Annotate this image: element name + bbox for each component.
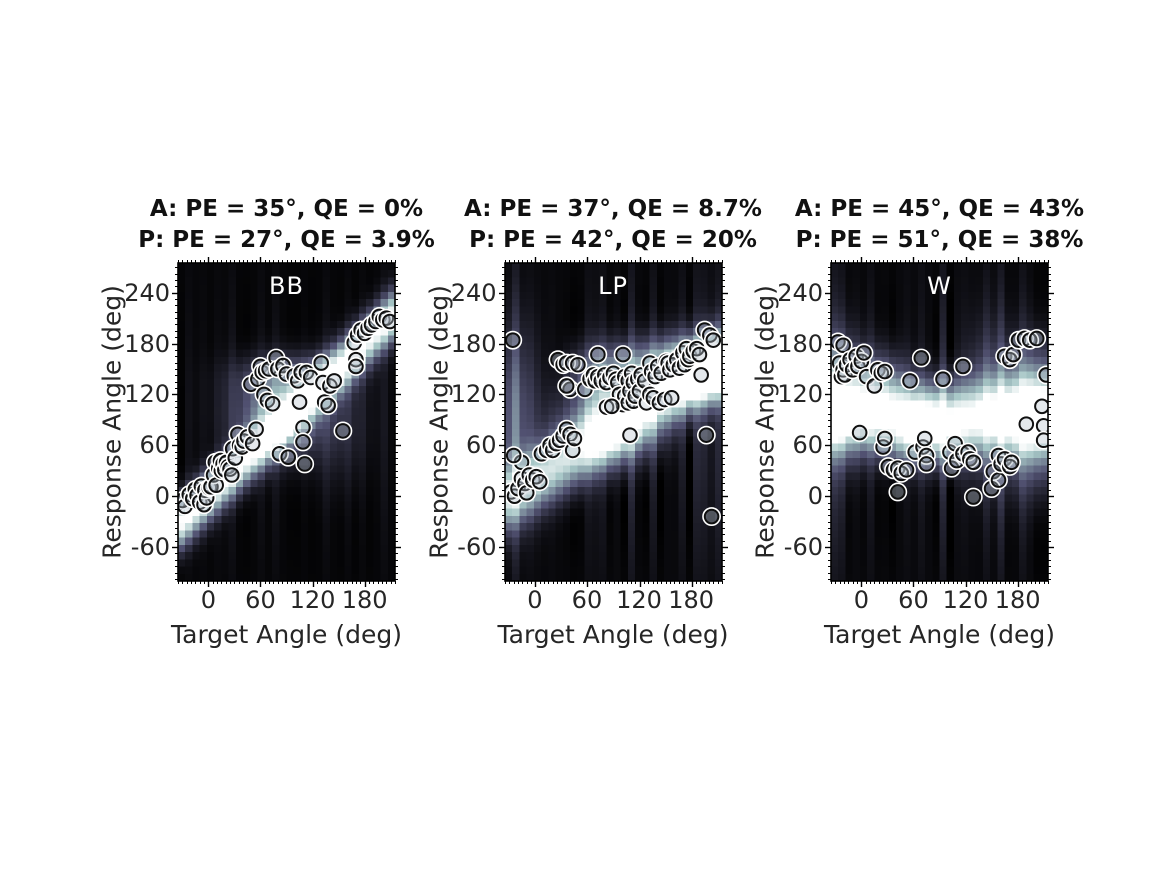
x-axis-label: Target Angle (deg): [170, 620, 403, 649]
panel-bb-title-passive: P: PE = 27°, QE = 3.9%: [138, 227, 435, 253]
x-tick-label: 120: [616, 586, 662, 614]
y-axis-label: Response Angle (deg): [97, 285, 127, 559]
y-tick-label: 120: [450, 380, 497, 409]
y-tick-label: 240: [777, 278, 823, 307]
x-tick-label: 120: [942, 586, 989, 614]
y-tick-label: 60: [792, 431, 823, 460]
panel-lp-title-passive: P: PE = 42°, QE = 20%: [469, 227, 757, 253]
x-axis-label: Target Angle (deg): [497, 620, 729, 649]
x-tick-label: 0: [200, 586, 217, 614]
x-tick-label: 0: [527, 586, 543, 614]
y-tick-label: 180: [124, 329, 170, 358]
x-tick-label: 60: [245, 586, 276, 614]
panel-w-title-active: A: PE = 45°, QE = 43%: [794, 196, 1085, 222]
panel-lp-title-active: A: PE = 37°, QE = 8.7%: [464, 196, 762, 222]
y-tick-label: 120: [124, 380, 170, 409]
y-tick-label: 240: [450, 278, 497, 307]
x-tick-label: 180: [341, 586, 388, 614]
panel-letter-bb: BB: [269, 272, 304, 300]
heatmap-scatter-canvas-w: [821, 253, 1058, 591]
heatmap-scatter-canvas-lp: [494, 253, 732, 591]
x-tick-label: 0: [853, 586, 870, 614]
x-tick-label: 60: [898, 586, 929, 614]
y-tick-label: -60: [130, 533, 170, 562]
panel-w-title-passive: P: PE = 51°, QE = 38%: [795, 227, 1084, 253]
panel-bb-title-active: A: PE = 35°, QE = 0%: [149, 196, 424, 222]
x-tick-label: 180: [994, 586, 1041, 614]
x-tick-label: 120: [289, 586, 336, 614]
y-tick-label: 60: [139, 431, 170, 460]
y-tick-label: -60: [457, 533, 497, 562]
x-axis-label: Target Angle (deg): [823, 620, 1056, 649]
y-tick-label: 60: [465, 431, 497, 460]
panel-letter-lp: LP: [598, 272, 628, 300]
y-tick-label: 180: [450, 329, 497, 358]
y-tick-label: 0: [154, 482, 170, 511]
heatmap-scatter-canvas-bb: [168, 253, 405, 591]
y-axis-label: Response Angle (deg): [424, 285, 453, 559]
x-tick-label: 60: [571, 586, 603, 614]
y-tick-label: 0: [807, 482, 823, 511]
x-tick-label: 180: [668, 586, 715, 614]
y-tick-label: 0: [481, 482, 497, 511]
panel-letter-w: W: [927, 272, 952, 300]
y-tick-label: 240: [124, 278, 170, 307]
y-tick-label: 120: [777, 380, 823, 409]
y-axis-label: Response Angle (deg): [750, 285, 780, 559]
y-tick-label: 180: [777, 329, 823, 358]
y-tick-label: -60: [783, 533, 823, 562]
